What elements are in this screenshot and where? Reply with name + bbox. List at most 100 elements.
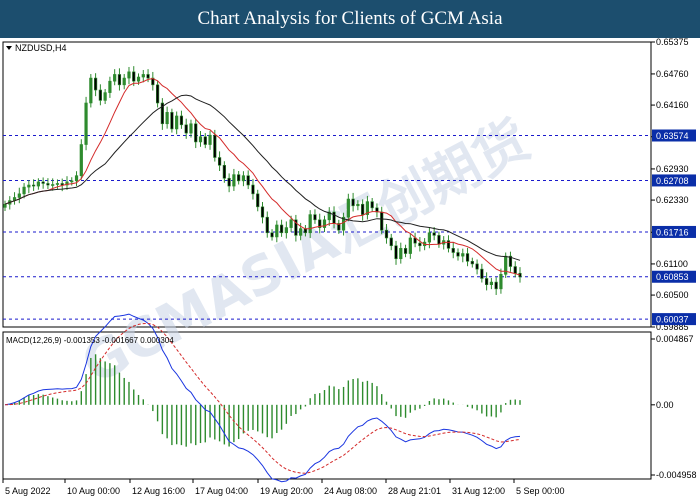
candle-body bbox=[427, 232, 431, 243]
candle-body bbox=[208, 134, 212, 145]
candle-body bbox=[318, 219, 322, 228]
candle-body bbox=[237, 174, 241, 182]
symbol-dropdown-icon[interactable] bbox=[6, 46, 12, 50]
price-tick-label: 0.64160 bbox=[656, 100, 689, 110]
candle-body bbox=[508, 255, 513, 267]
candle-body bbox=[513, 266, 517, 274]
candle-body bbox=[456, 252, 460, 257]
candle-body bbox=[94, 77, 98, 91]
macd-label: MACD(12,26,9) -0.001353 -0.001667 0.0003… bbox=[6, 336, 174, 345]
candle-body bbox=[46, 183, 50, 186]
candle-body bbox=[160, 102, 164, 125]
price-tick-label: 0.65375 bbox=[656, 38, 689, 47]
candle-body bbox=[198, 136, 203, 143]
candle-body bbox=[146, 74, 150, 79]
symbol-label: NZDUSD,H4 bbox=[15, 43, 67, 53]
candle-body bbox=[384, 229, 389, 239]
candle-body bbox=[155, 84, 160, 104]
macd-line bbox=[4, 313, 521, 483]
candle-body bbox=[55, 183, 60, 185]
time-tick-label: 24 Aug 08:00 bbox=[324, 486, 377, 496]
candle-body bbox=[170, 112, 174, 130]
candle-body bbox=[132, 71, 136, 82]
candle-body bbox=[165, 112, 169, 125]
candle-body bbox=[499, 274, 503, 290]
time-tick-label: 28 Aug 21:01 bbox=[388, 486, 441, 496]
candle-body bbox=[380, 211, 384, 231]
candle-body bbox=[141, 74, 145, 78]
candle-body bbox=[432, 232, 436, 236]
candle-body bbox=[98, 89, 102, 101]
time-tick-label: 19 Aug 20:00 bbox=[260, 486, 313, 496]
candle-body bbox=[489, 281, 493, 285]
candle-body bbox=[308, 214, 312, 234]
candle-body bbox=[227, 177, 231, 187]
time-tick-label: 10 Aug 00:00 bbox=[67, 486, 120, 496]
candle-body bbox=[465, 253, 470, 262]
candle-body bbox=[79, 144, 83, 176]
candle-body bbox=[27, 184, 31, 188]
time-tick-label: 12 Aug 16:00 bbox=[132, 486, 185, 496]
candle-body bbox=[332, 211, 336, 224]
chart-title: Chart Analysis for Clients of GCM Asia bbox=[197, 8, 503, 29]
price-tick-label: 0.62930 bbox=[656, 164, 689, 174]
candle-body bbox=[341, 216, 346, 231]
ma-fast-line bbox=[4, 78, 521, 276]
candle-body bbox=[41, 181, 45, 184]
candle-body bbox=[485, 278, 489, 285]
candle-body bbox=[189, 123, 193, 134]
level-tag bbox=[652, 174, 696, 187]
candle-body bbox=[117, 74, 122, 86]
level-tag-label: 0.60853 bbox=[656, 272, 689, 282]
candle-body bbox=[470, 261, 474, 265]
candle-body bbox=[217, 157, 222, 166]
candle-body bbox=[22, 186, 26, 195]
level-tag-label: 0.60037 bbox=[656, 315, 689, 325]
level-tag bbox=[652, 225, 696, 238]
level-tag-label: 0.61716 bbox=[656, 227, 689, 237]
candle-body bbox=[194, 123, 198, 143]
time-tick-label: 5 Aug 2022 bbox=[5, 486, 51, 496]
macd-tick-label: -0.004958 bbox=[656, 470, 697, 480]
candle-body bbox=[494, 281, 498, 290]
macd-signal-line bbox=[4, 322, 521, 474]
macd-tick-label: 0.00 bbox=[656, 400, 674, 410]
candle-body bbox=[394, 245, 398, 260]
level-tag-label: 0.63574 bbox=[656, 131, 689, 141]
price-tick-label: 0.61100 bbox=[656, 259, 688, 269]
candle-body bbox=[65, 181, 69, 186]
candle-body bbox=[480, 268, 484, 279]
candle-body bbox=[74, 175, 79, 182]
candle-body bbox=[108, 80, 112, 93]
time-axis: 5 Aug 2022 10 Aug 00:00 12 Aug 16:00 17 Aug… bbox=[2, 479, 565, 496]
level-price-tags: 0.63574 0.62708 0.61716 0.60853 0.60037 bbox=[652, 129, 696, 326]
candle-body bbox=[84, 102, 88, 145]
chart-area[interactable]: GCMASIA汇创期货 0.653750.647600.641600.63550… bbox=[0, 38, 700, 500]
time-tick-label: 17 Aug 04:00 bbox=[195, 486, 248, 496]
candle-body bbox=[213, 134, 217, 158]
candle-body bbox=[151, 77, 155, 86]
candle-body bbox=[370, 201, 374, 209]
price-tick-label: 0.59885 bbox=[656, 322, 689, 332]
candle-body bbox=[246, 175, 250, 186]
candle-body bbox=[36, 181, 40, 187]
candle-body bbox=[361, 203, 365, 215]
candle-body bbox=[346, 198, 350, 218]
candle-body bbox=[3, 203, 7, 208]
candle-body bbox=[322, 219, 327, 228]
price-tick-label: 0.64760 bbox=[656, 69, 689, 79]
candle-body bbox=[241, 175, 246, 182]
candle-body bbox=[399, 248, 403, 260]
candle-body bbox=[475, 263, 479, 270]
level-tag bbox=[652, 270, 696, 283]
candle-body bbox=[175, 115, 179, 130]
candle-body bbox=[294, 219, 298, 236]
candle-body bbox=[279, 224, 284, 234]
candle-body bbox=[113, 74, 117, 82]
horizontal-levels bbox=[3, 134, 651, 320]
time-tick-label: 5 Sep 00:00 bbox=[516, 486, 565, 496]
candle-body bbox=[270, 232, 274, 238]
candle-body bbox=[408, 237, 412, 254]
candle-body bbox=[275, 224, 279, 238]
candle-body bbox=[179, 115, 184, 126]
